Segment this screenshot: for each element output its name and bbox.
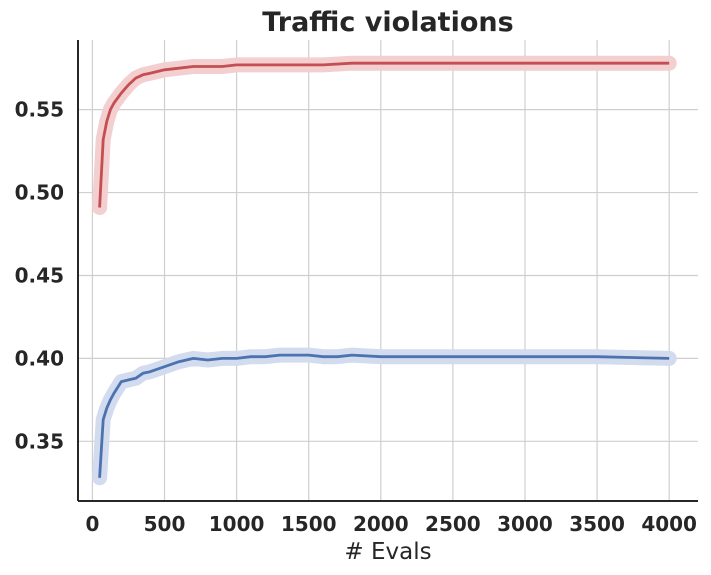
y-tick-label: 0.40 bbox=[15, 346, 64, 370]
series-2-band bbox=[92, 347, 677, 486]
series-1-line bbox=[98, 61, 670, 208]
y-tick-label: 0.45 bbox=[15, 263, 64, 287]
x-tick-label: 500 bbox=[144, 512, 186, 536]
grid-lines bbox=[78, 40, 698, 501]
x-tick-label: 4000 bbox=[641, 512, 697, 536]
x-tick-label: 1500 bbox=[281, 512, 337, 536]
series-2-line bbox=[98, 353, 670, 478]
y-tick-label: 0.55 bbox=[15, 98, 64, 122]
x-tick-label: 2500 bbox=[425, 512, 481, 536]
x-tick-label: 3500 bbox=[569, 512, 625, 536]
series-layer bbox=[92, 55, 677, 486]
y-tick-label: 0.35 bbox=[15, 429, 64, 453]
x-tick-label: 0 bbox=[85, 512, 99, 536]
y-tick-label: 0.50 bbox=[15, 181, 64, 205]
chart-title: Traffic violations bbox=[262, 7, 513, 38]
x-tick-label: 3000 bbox=[497, 512, 553, 536]
x-axis-label: # Evals bbox=[344, 539, 431, 565]
tick-labels: 0 500 1000 1500 2000 2500 3000 3500 4000 0.35 0.40… bbox=[15, 98, 697, 536]
axes bbox=[77, 40, 698, 502]
series-1-band bbox=[92, 55, 677, 215]
x-tick-label: 1000 bbox=[209, 512, 265, 536]
x-tick-label: 2000 bbox=[353, 512, 409, 536]
